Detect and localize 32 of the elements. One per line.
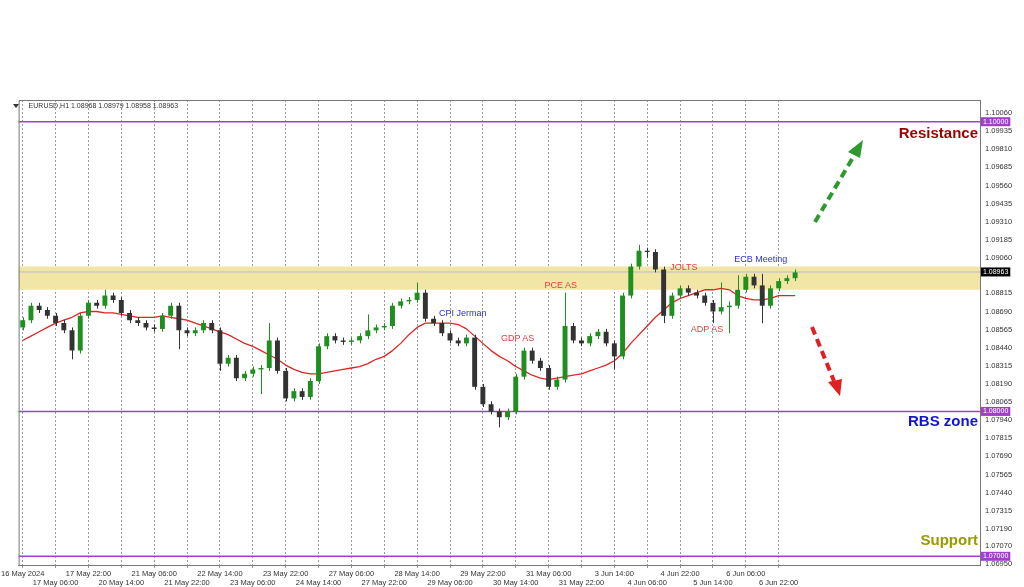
- annotation: PCE AS: [544, 280, 578, 291]
- annotation: Resistance: [898, 123, 978, 141]
- candlestick: [743, 273, 749, 294]
- candlestick: [86, 299, 91, 320]
- candlestick: [759, 273, 765, 324]
- candlestick: [570, 322, 576, 344]
- candlestick: [233, 354, 239, 382]
- candlestick: [307, 377, 313, 401]
- annotation: ADP AS: [690, 323, 724, 334]
- candlestick: [611, 339, 617, 370]
- candlestick: [735, 274, 741, 310]
- candlestick: [365, 313, 371, 340]
- candlestick: [390, 302, 395, 330]
- annotation: JOLTS: [670, 261, 698, 272]
- candlestick: [496, 408, 502, 428]
- candlestick: [669, 292, 675, 320]
- candlestick: [718, 282, 724, 315]
- candlestick: [546, 364, 552, 391]
- candlestick: [480, 383, 486, 408]
- candlestick: [102, 289, 108, 310]
- annotation: Support: [920, 530, 978, 548]
- annotation: ECB Meeting: [734, 253, 788, 264]
- candlestick: [118, 296, 124, 317]
- candlestick: [159, 312, 165, 333]
- candlestick: [28, 302, 34, 324]
- annotation: CPI Jerman: [439, 307, 487, 318]
- candlestick: [768, 284, 773, 310]
- candlestick: [414, 282, 420, 304]
- candlestick: [710, 299, 716, 324]
- annotation: GDP AS: [500, 333, 535, 344]
- annotation: RBS zone: [907, 412, 978, 430]
- candlestick: [652, 248, 658, 273]
